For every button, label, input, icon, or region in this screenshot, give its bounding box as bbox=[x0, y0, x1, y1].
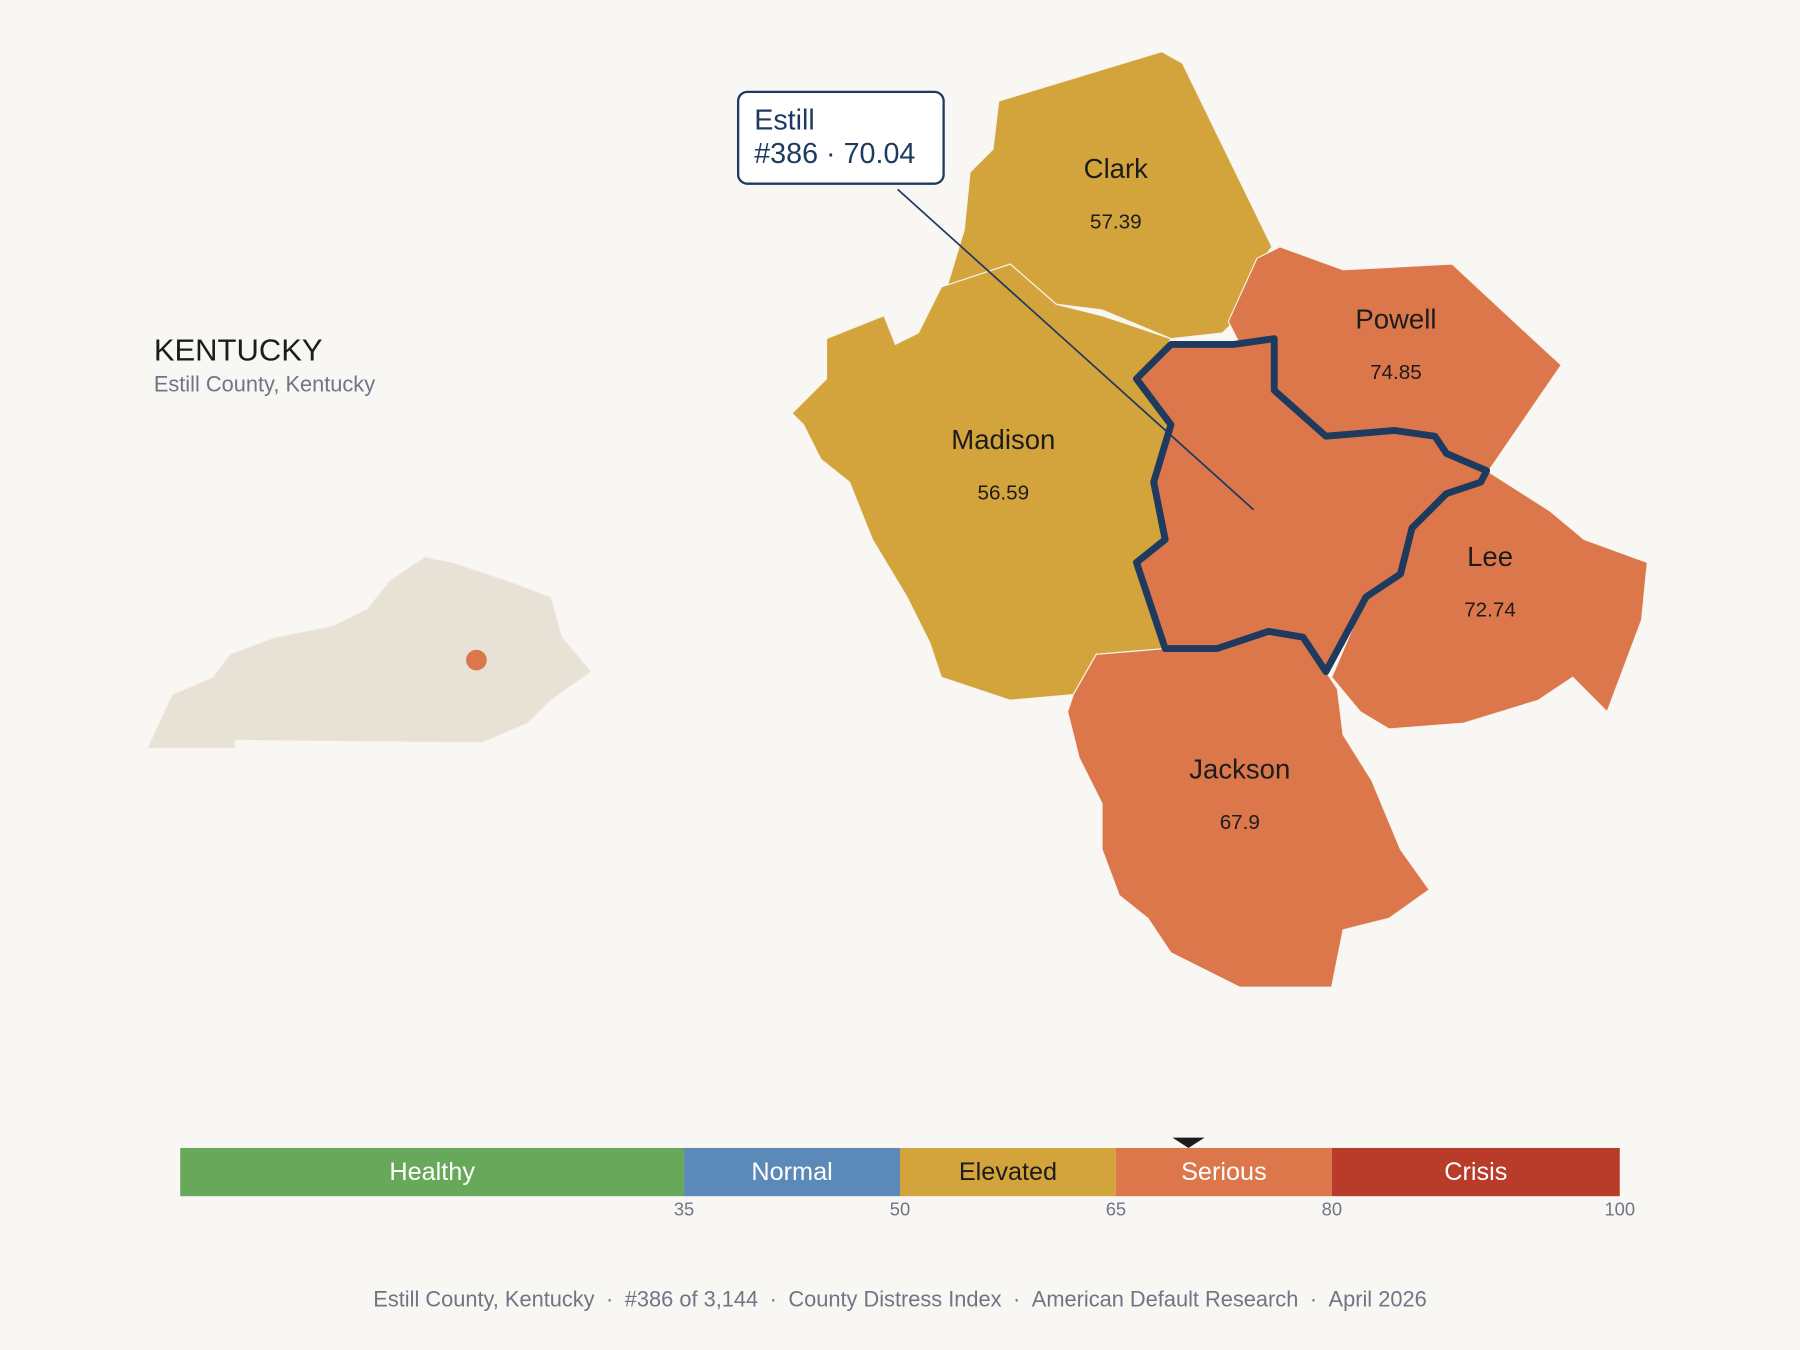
scale-label: Serious bbox=[1181, 1158, 1267, 1186]
focus-county bbox=[1133, 335, 1491, 675]
scale-band bbox=[684, 1147, 900, 1197]
county-value: 57.39 bbox=[1090, 210, 1142, 233]
scale-band bbox=[900, 1147, 1116, 1197]
scale-band bbox=[1331, 1147, 1620, 1197]
tooltip-sep: · bbox=[826, 138, 836, 170]
footer-sep: · bbox=[606, 1286, 613, 1311]
county-value: 74.85 bbox=[1370, 361, 1422, 384]
county-value: 72.74 bbox=[1464, 598, 1516, 621]
scale-tick: 65 bbox=[1106, 1199, 1126, 1220]
footer-item: American Default Research bbox=[1032, 1286, 1299, 1311]
tooltip-rank: #386 bbox=[754, 138, 818, 170]
footer-item: County Distress Index bbox=[788, 1286, 1001, 1311]
footer-sep: · bbox=[770, 1286, 777, 1311]
footer-item: April 2026 bbox=[1329, 1286, 1427, 1311]
state-inset bbox=[146, 556, 593, 750]
county-name: Powell bbox=[1355, 303, 1436, 334]
scale-band bbox=[1115, 1147, 1332, 1197]
title: KENTUCKY bbox=[154, 332, 323, 367]
scale-tick: 80 bbox=[1322, 1199, 1342, 1220]
inset-focus bbox=[466, 649, 487, 671]
leader-line bbox=[897, 188, 1255, 511]
scale-tick: 50 bbox=[890, 1199, 910, 1220]
county-value: 67.9 bbox=[1220, 811, 1260, 834]
footer-sep: · bbox=[1013, 1286, 1020, 1311]
scale-band bbox=[180, 1147, 685, 1197]
county-name: Madison bbox=[951, 424, 1055, 455]
county-name: Lee bbox=[1467, 541, 1513, 572]
scale-marker bbox=[1172, 1137, 1205, 1148]
subtitle: Estill County, Kentucky bbox=[154, 371, 375, 396]
county-name: Jackson bbox=[1189, 753, 1290, 784]
tooltip-line: #386 · 70.04 bbox=[754, 138, 915, 170]
footer-sep: · bbox=[1310, 1286, 1317, 1311]
tooltip-score: 70.04 bbox=[844, 138, 916, 170]
county-name: Clark bbox=[1084, 153, 1149, 184]
scale-label: Crisis bbox=[1444, 1158, 1507, 1186]
footer-item: Estill County, Kentucky bbox=[373, 1286, 594, 1311]
scale-label: Healthy bbox=[389, 1158, 475, 1186]
scale-label: Elevated bbox=[959, 1158, 1057, 1186]
county bbox=[946, 51, 1273, 340]
tooltip-name: Estill bbox=[754, 105, 815, 137]
scale-tick: 100 bbox=[1604, 1199, 1635, 1220]
scale-label: Normal bbox=[751, 1158, 832, 1186]
tooltip-box bbox=[736, 90, 945, 185]
footer-item: #386 of 3,144 bbox=[625, 1286, 758, 1311]
county-value: 56.59 bbox=[977, 481, 1029, 504]
footer: Estill County, Kentucky · #386 of 3,144 · Co… bbox=[373, 1286, 1426, 1311]
scale-tick: 35 bbox=[674, 1199, 694, 1220]
